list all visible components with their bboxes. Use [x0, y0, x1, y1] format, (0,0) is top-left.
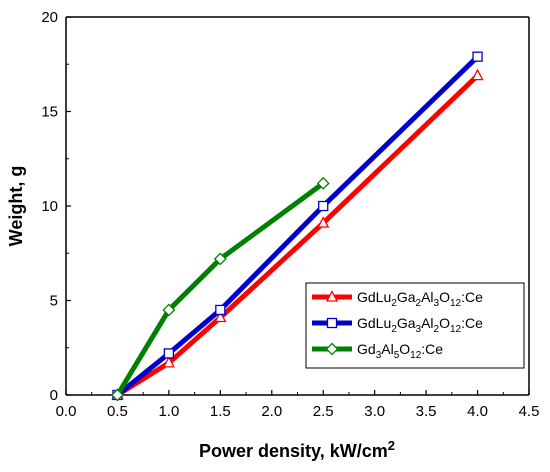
- legend-label-text: :Ce: [421, 341, 443, 357]
- x-tick-label: 4.0: [467, 403, 488, 420]
- legend-label-text: :Ce: [461, 289, 483, 305]
- legend-label-text: O: [439, 315, 450, 331]
- legend-label-text: :Ce: [461, 315, 483, 331]
- legend-label-subscript: 3: [376, 350, 382, 361]
- legend-label-subscript: 12: [450, 324, 462, 335]
- x-tick-label: 3.5: [416, 403, 437, 420]
- legend-label-subscript: 3: [434, 298, 440, 309]
- series-line: [115, 181, 325, 397]
- data-point: [471, 68, 484, 81]
- legend-label-subscript: 2: [391, 298, 397, 309]
- x-tick-label: 3.0: [364, 403, 385, 420]
- data-point: [317, 216, 330, 228]
- legend-label-text: Gd: [357, 341, 376, 357]
- y-tick-label: 0: [50, 387, 58, 404]
- x-tick-label: 0.5: [107, 403, 128, 420]
- data-point: [111, 388, 124, 402]
- x-ticks: 0.0 0.5 1.0 1.5 2.0 2.5 3.0 3.5 4.0 4.5: [56, 390, 540, 420]
- legend-label-subscript: 5: [394, 350, 400, 361]
- x-axis-title: Power density, kW/cm2: [199, 438, 395, 461]
- legend-label-text: Ga: [397, 315, 416, 331]
- legend-label-text: GdLu: [357, 289, 391, 305]
- data-point: [472, 51, 483, 62]
- data-point: [162, 303, 176, 317]
- legend: GdLu2Ga2Al3O12:CeGdLu2Ga3Al2O12:CeGd3Al5…: [305, 282, 525, 369]
- legend-marker: [325, 342, 339, 356]
- data-point: [318, 200, 329, 212]
- x-tick-label: 1.5: [210, 403, 231, 420]
- y-tick-label: 10: [41, 198, 58, 215]
- legend-label-subscript: 3: [416, 324, 422, 335]
- y-tick-label: 20: [41, 9, 58, 26]
- legend-label-text: O: [399, 341, 410, 357]
- y-tick-label: 5: [50, 293, 58, 310]
- legend-label-text: Al: [421, 289, 433, 305]
- legend-label-subscript: 2: [434, 324, 440, 335]
- x-tick-label: 2.0: [261, 403, 282, 420]
- data-point: [163, 348, 175, 359]
- series-layer: [111, 51, 484, 402]
- legend-label: GdLu2Ga2Al3O12:Ce: [357, 289, 483, 309]
- x-tick-label: 1.0: [158, 403, 179, 420]
- legend-label-text: Ga: [397, 289, 416, 305]
- y-axis-title: Weight, g: [6, 166, 26, 247]
- legend-label-subscript: 12: [450, 298, 462, 309]
- legend-label: Gd3Al5O12:Ce: [357, 341, 443, 361]
- legend-label-text: GdLu: [357, 315, 391, 331]
- data-point: [213, 252, 227, 266]
- x-tick-label: 2.5: [313, 403, 334, 420]
- legend-item: GdLu2Ga3Al2O12:Ce: [312, 315, 483, 335]
- legend-item: GdLu2Ga2Al3O12:Ce: [312, 289, 483, 309]
- data-point: [316, 176, 330, 190]
- data-point: [215, 304, 226, 316]
- legend-label-subscript: 12: [410, 350, 422, 361]
- series-3: [111, 176, 330, 402]
- y-ticks: 0 5 10 15 20: [41, 9, 71, 404]
- legend-label-text: Al: [381, 341, 393, 357]
- legend-marker: [326, 317, 338, 329]
- legend-marker: [325, 290, 339, 302]
- y-tick-label: 15: [41, 104, 58, 121]
- legend-label-text: O: [439, 289, 450, 305]
- legend-label: GdLu2Ga3Al2O12:Ce: [357, 315, 483, 335]
- x-axis-title-text: Power density, kW/cm: [199, 441, 388, 461]
- data-point: [162, 355, 175, 368]
- x-tick-label: 4.5: [519, 403, 540, 420]
- x-axis-title-superscript: 2: [388, 438, 395, 453]
- legend-label-subscript: 2: [391, 324, 397, 335]
- legend-item: Gd3Al5O12:Ce: [312, 341, 443, 361]
- legend-label-text: Al: [421, 315, 433, 331]
- x-tick-label: 0.0: [56, 403, 77, 420]
- series-2: [112, 51, 483, 401]
- data-point: [214, 310, 227, 323]
- legend-label-subscript: 2: [416, 298, 422, 309]
